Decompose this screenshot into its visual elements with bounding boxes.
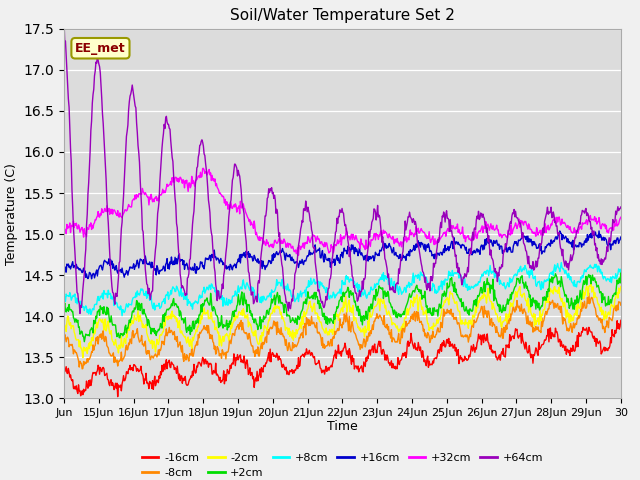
+16cm: [277, 250, 285, 255]
-2cm: [617, 284, 625, 289]
+64cm: [76, 311, 84, 316]
-16cm: [228, 360, 236, 366]
-16cm: [114, 394, 122, 399]
+2cm: [617, 269, 625, 275]
+64cm: [432, 261, 440, 266]
Line: -8cm: -8cm: [64, 293, 621, 369]
Line: +8cm: +8cm: [64, 263, 621, 316]
+8cm: [228, 294, 236, 300]
+32cm: [125, 204, 133, 209]
+8cm: [126, 301, 134, 307]
-16cm: [256, 366, 264, 372]
+16cm: [595, 228, 603, 234]
+32cm: [256, 238, 264, 243]
Line: +2cm: +2cm: [64, 272, 621, 342]
+64cm: [617, 204, 625, 210]
Text: EE_met: EE_met: [75, 42, 126, 55]
-8cm: [256, 347, 264, 353]
+32cm: [401, 237, 409, 243]
+8cm: [557, 260, 565, 265]
-2cm: [401, 316, 408, 322]
+16cm: [256, 258, 264, 264]
+64cm: [277, 254, 285, 260]
-8cm: [228, 331, 236, 336]
+16cm: [60, 270, 68, 276]
+32cm: [200, 166, 207, 171]
+16cm: [432, 252, 440, 258]
+16cm: [401, 255, 408, 261]
Title: Soil/Water Temperature Set 2: Soil/Water Temperature Set 2: [230, 9, 455, 24]
+64cm: [228, 177, 236, 183]
-16cm: [60, 367, 68, 372]
-2cm: [126, 320, 134, 326]
Y-axis label: Temperature (C): Temperature (C): [5, 163, 18, 264]
+8cm: [277, 283, 285, 289]
Line: -2cm: -2cm: [64, 284, 621, 358]
-8cm: [78, 366, 86, 372]
X-axis label: Time: Time: [327, 420, 358, 432]
-8cm: [585, 290, 593, 296]
-16cm: [126, 362, 134, 368]
Line: +16cm: +16cm: [64, 231, 621, 279]
-8cm: [401, 329, 408, 335]
+16cm: [617, 234, 625, 240]
+64cm: [60, 17, 68, 23]
-2cm: [432, 323, 440, 329]
+8cm: [617, 266, 625, 272]
-8cm: [617, 302, 625, 308]
-2cm: [256, 334, 264, 340]
-2cm: [79, 355, 86, 360]
-8cm: [60, 340, 68, 346]
+2cm: [277, 300, 285, 306]
+8cm: [118, 313, 126, 319]
-16cm: [617, 317, 625, 323]
+32cm: [433, 239, 440, 244]
+64cm: [126, 93, 134, 99]
+8cm: [256, 300, 264, 305]
-2cm: [60, 320, 68, 325]
+8cm: [432, 287, 440, 293]
+2cm: [126, 320, 134, 325]
+16cm: [228, 267, 236, 273]
+32cm: [60, 227, 68, 233]
-8cm: [432, 332, 440, 338]
-8cm: [126, 336, 134, 342]
-16cm: [277, 358, 285, 363]
-16cm: [432, 355, 440, 360]
+64cm: [401, 234, 408, 240]
-2cm: [277, 310, 285, 315]
+32cm: [228, 205, 236, 211]
+64cm: [256, 270, 264, 276]
+8cm: [60, 298, 68, 304]
+16cm: [126, 264, 134, 270]
+2cm: [60, 305, 68, 311]
+32cm: [294, 252, 302, 258]
+2cm: [256, 314, 264, 320]
-16cm: [401, 352, 408, 358]
Line: -16cm: -16cm: [64, 320, 621, 396]
-8cm: [277, 325, 285, 331]
Legend: -16cm, -8cm, -2cm, +2cm, +8cm, +16cm, +32cm, +64cm: -16cm, -8cm, -2cm, +2cm, +8cm, +16cm, +3…: [138, 448, 547, 480]
+32cm: [277, 240, 285, 246]
Line: +32cm: +32cm: [64, 168, 621, 255]
-2cm: [228, 323, 236, 328]
+32cm: [617, 215, 625, 220]
+2cm: [432, 308, 440, 314]
+2cm: [228, 310, 236, 316]
-2cm: [587, 281, 595, 287]
+16cm: [88, 276, 95, 282]
+8cm: [401, 285, 408, 290]
Line: +64cm: +64cm: [64, 20, 621, 313]
+2cm: [81, 339, 88, 345]
+2cm: [401, 312, 408, 317]
